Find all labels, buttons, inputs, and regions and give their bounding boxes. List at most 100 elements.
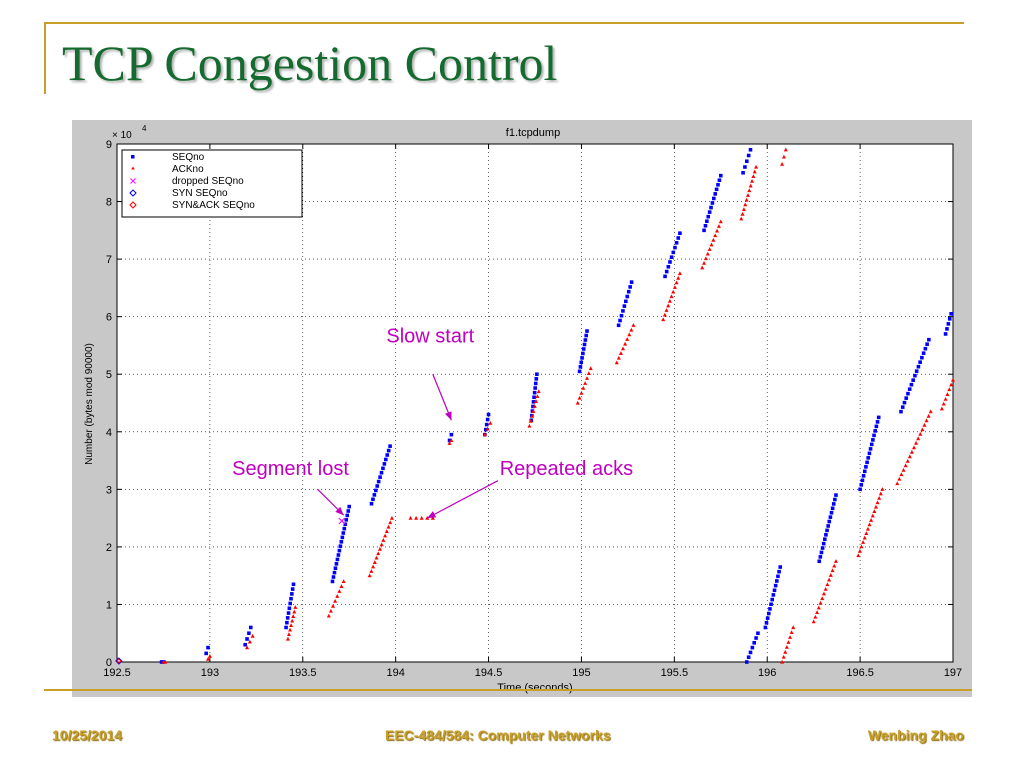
seqno-point xyxy=(341,531,346,535)
seqno-point xyxy=(629,280,634,284)
seqno-point xyxy=(902,400,907,405)
seqno-point xyxy=(628,285,632,289)
ackno-point xyxy=(926,413,931,418)
ackno-point xyxy=(369,569,374,573)
seqno-point xyxy=(871,438,875,442)
ackno-point xyxy=(895,481,900,486)
ackno-point xyxy=(530,413,535,418)
legend-seqno-marker xyxy=(131,155,135,159)
x-tick-label: 194.5 xyxy=(475,667,503,679)
seqno-point xyxy=(773,583,778,588)
ackno-point xyxy=(581,386,586,390)
ackno-point xyxy=(918,431,923,436)
seqno-point xyxy=(531,400,536,404)
ackno-point xyxy=(716,224,721,228)
footer-accent-line xyxy=(44,689,972,691)
seqno-point xyxy=(531,404,535,409)
seqno-point xyxy=(243,642,247,647)
ackno-point xyxy=(374,555,379,560)
y-tick-label: 4 xyxy=(106,427,112,439)
seqno-point xyxy=(666,264,671,269)
ackno-point xyxy=(575,400,580,405)
ackno-point xyxy=(528,418,533,423)
y-tick-label: 5 xyxy=(106,369,112,381)
ackno-point xyxy=(674,280,679,285)
ackno-point xyxy=(623,341,628,346)
ackno-point xyxy=(784,645,789,649)
annotation-arrowhead xyxy=(445,411,452,421)
seqno-point xyxy=(827,519,832,524)
ackno-point xyxy=(811,619,816,624)
ackno-point xyxy=(290,618,295,623)
ackno-point xyxy=(616,355,621,360)
chart-title: f1.tcpdump xyxy=(506,127,560,139)
ackno-point xyxy=(586,371,591,375)
ackno-point xyxy=(449,438,454,443)
seqno-point xyxy=(288,601,292,606)
seqno-point xyxy=(245,637,249,641)
ackno-point xyxy=(488,420,493,425)
ackno-point xyxy=(872,509,877,513)
x-tick-label: 196 xyxy=(758,667,776,679)
ackno-point xyxy=(207,654,212,658)
ackno-point xyxy=(631,323,636,327)
seqno-point xyxy=(947,317,952,321)
ackno-point xyxy=(899,472,904,477)
ackno-point xyxy=(384,529,389,533)
ackno-point xyxy=(825,582,830,587)
ackno-point xyxy=(911,445,916,450)
seqno-point xyxy=(340,535,345,540)
seqno-point xyxy=(705,219,709,224)
seqno-point xyxy=(916,364,921,369)
seqno-point xyxy=(535,372,539,377)
seqno-point xyxy=(820,546,825,550)
legend-syn-label: SYN SEQno xyxy=(172,188,228,199)
ackno-point xyxy=(875,500,880,505)
ackno-point xyxy=(250,633,255,638)
seqno-point xyxy=(866,456,871,460)
seqno-point xyxy=(748,147,753,152)
ackno-point xyxy=(703,256,708,261)
seqno-point xyxy=(247,631,251,636)
ackno-point xyxy=(341,579,346,584)
ackno-point xyxy=(878,491,883,496)
ackno-point xyxy=(718,219,723,224)
seqno-point xyxy=(583,338,588,342)
slide-title: TCP Congestion Control xyxy=(62,35,558,91)
seqno-point xyxy=(828,515,833,519)
ackno-point xyxy=(206,656,211,661)
seqno-point xyxy=(619,313,624,318)
ackno-point xyxy=(743,202,748,207)
seqno-point xyxy=(862,469,867,474)
ackno-point xyxy=(414,515,419,520)
ackno-point xyxy=(781,154,786,159)
seqno-point xyxy=(384,457,388,462)
y-tick-label: 9 xyxy=(106,139,112,151)
y-tick-label: 8 xyxy=(106,197,112,209)
seqno-point xyxy=(777,569,781,574)
seqno-point xyxy=(335,557,340,562)
ackno-point xyxy=(579,390,584,395)
seqno-point xyxy=(925,342,929,346)
ackno-point xyxy=(783,649,788,654)
seqno-point xyxy=(945,327,949,331)
ackno-point xyxy=(447,441,452,445)
seqno-point xyxy=(868,447,873,451)
seqno-point xyxy=(746,655,751,660)
x-tick-label: 195 xyxy=(572,667,590,679)
ackno-point xyxy=(669,294,674,299)
seqno-point xyxy=(918,360,922,364)
seqno-point xyxy=(337,548,342,553)
seqno-point xyxy=(921,351,926,355)
seqno-point xyxy=(770,597,775,602)
ackno-point xyxy=(291,614,296,618)
ackno-point xyxy=(780,161,785,166)
ackno-point xyxy=(285,636,290,641)
legend-ackno-label: ACKno xyxy=(172,164,204,175)
seqno-point xyxy=(867,451,872,456)
seqno-point xyxy=(771,593,776,597)
seqno-point xyxy=(743,165,747,169)
seqno-point xyxy=(825,528,829,533)
seqno-point xyxy=(869,442,874,447)
seqno-point xyxy=(860,478,865,483)
